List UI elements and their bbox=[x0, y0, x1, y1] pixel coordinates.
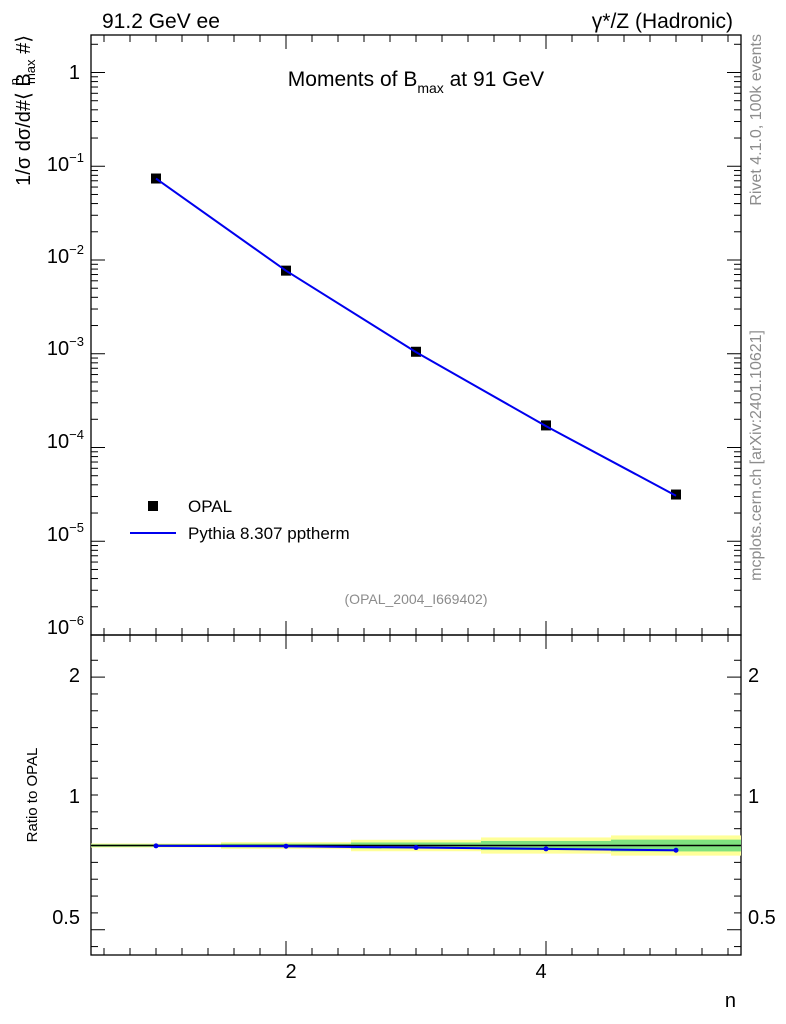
header-left: 91.2 GeV ee bbox=[102, 10, 220, 33]
legend-opal-label: OPAL bbox=[188, 497, 232, 516]
ratio-y-tick-2-right: 2 bbox=[748, 665, 759, 687]
ratio-y-tick-0-5-right: 0.5 bbox=[748, 907, 776, 929]
ratio-point bbox=[413, 845, 419, 851]
ratio-y-axis-label: Ratio to OPAL bbox=[24, 748, 41, 843]
y-tick-label-1e-1: 10−1 bbox=[47, 150, 84, 176]
opal-data-point bbox=[151, 173, 161, 184]
y-tick-label-1e-4: 10−4 bbox=[47, 427, 84, 453]
x-tick-label-4: 4 bbox=[535, 961, 546, 983]
y-axis-label: 1/σ dσ/d#⟨ Bnmax #⟩ bbox=[7, 35, 38, 186]
ratio-y-tick-0-5: 0.5 bbox=[52, 907, 80, 929]
y-tick-label-1: 1 bbox=[69, 62, 80, 84]
rivet-version-label: Rivet 4.1.0, 100k events bbox=[748, 34, 765, 206]
chart-title-sub: max bbox=[417, 80, 443, 96]
y-label-sup: n bbox=[7, 78, 22, 85]
y-label-sub: max bbox=[23, 59, 38, 84]
ratio-panel-frame bbox=[90, 634, 742, 956]
y-tick-label-1e-3: 10−3 bbox=[47, 334, 84, 360]
y-tick-label-1e-2: 10−2 bbox=[47, 242, 84, 268]
chart-title: Moments of Bmax at 91 GeV bbox=[288, 68, 544, 96]
analysis-id-label: (OPAL_2004_I669402) bbox=[345, 591, 488, 607]
main-panel-frame bbox=[90, 34, 742, 636]
y-tick-label-1e-6: 10−6 bbox=[47, 613, 84, 639]
ratio-point bbox=[543, 846, 549, 852]
y-label-part1: 1/σ dσ/d#⟨ B bbox=[13, 73, 35, 186]
chart-title-tail: at 91 GeV bbox=[444, 68, 544, 91]
axis-ticks bbox=[91, 35, 741, 955]
ratio-point bbox=[153, 843, 159, 849]
ratio-y-tick-1-right: 1 bbox=[748, 786, 759, 808]
ratio-lines bbox=[91, 843, 741, 853]
pythia-line bbox=[155, 177, 677, 497]
y-label-part2: #⟩ bbox=[13, 35, 35, 59]
header-right: γ*/Z (Hadronic) bbox=[592, 10, 733, 33]
ratio-point bbox=[283, 843, 289, 849]
x-axis-label: n bbox=[725, 990, 736, 1012]
ratio-point bbox=[673, 847, 679, 853]
x-tick-label-2: 2 bbox=[285, 961, 296, 983]
ratio-y-tick-2: 2 bbox=[69, 665, 80, 687]
opal-data-point bbox=[671, 489, 681, 500]
ratio-y-tick-1: 1 bbox=[69, 786, 80, 808]
y-tick-label-1e-5: 10−5 bbox=[47, 520, 84, 546]
chart-title-main: Moments of B bbox=[288, 68, 418, 91]
mcplots-label: mcplots.cern.ch [arXiv:2401.10621] bbox=[748, 330, 765, 581]
main-series bbox=[151, 173, 681, 500]
legend-pythia-label: Pythia 8.307 pptherm bbox=[188, 524, 350, 543]
legend-opal-marker bbox=[148, 501, 158, 511]
